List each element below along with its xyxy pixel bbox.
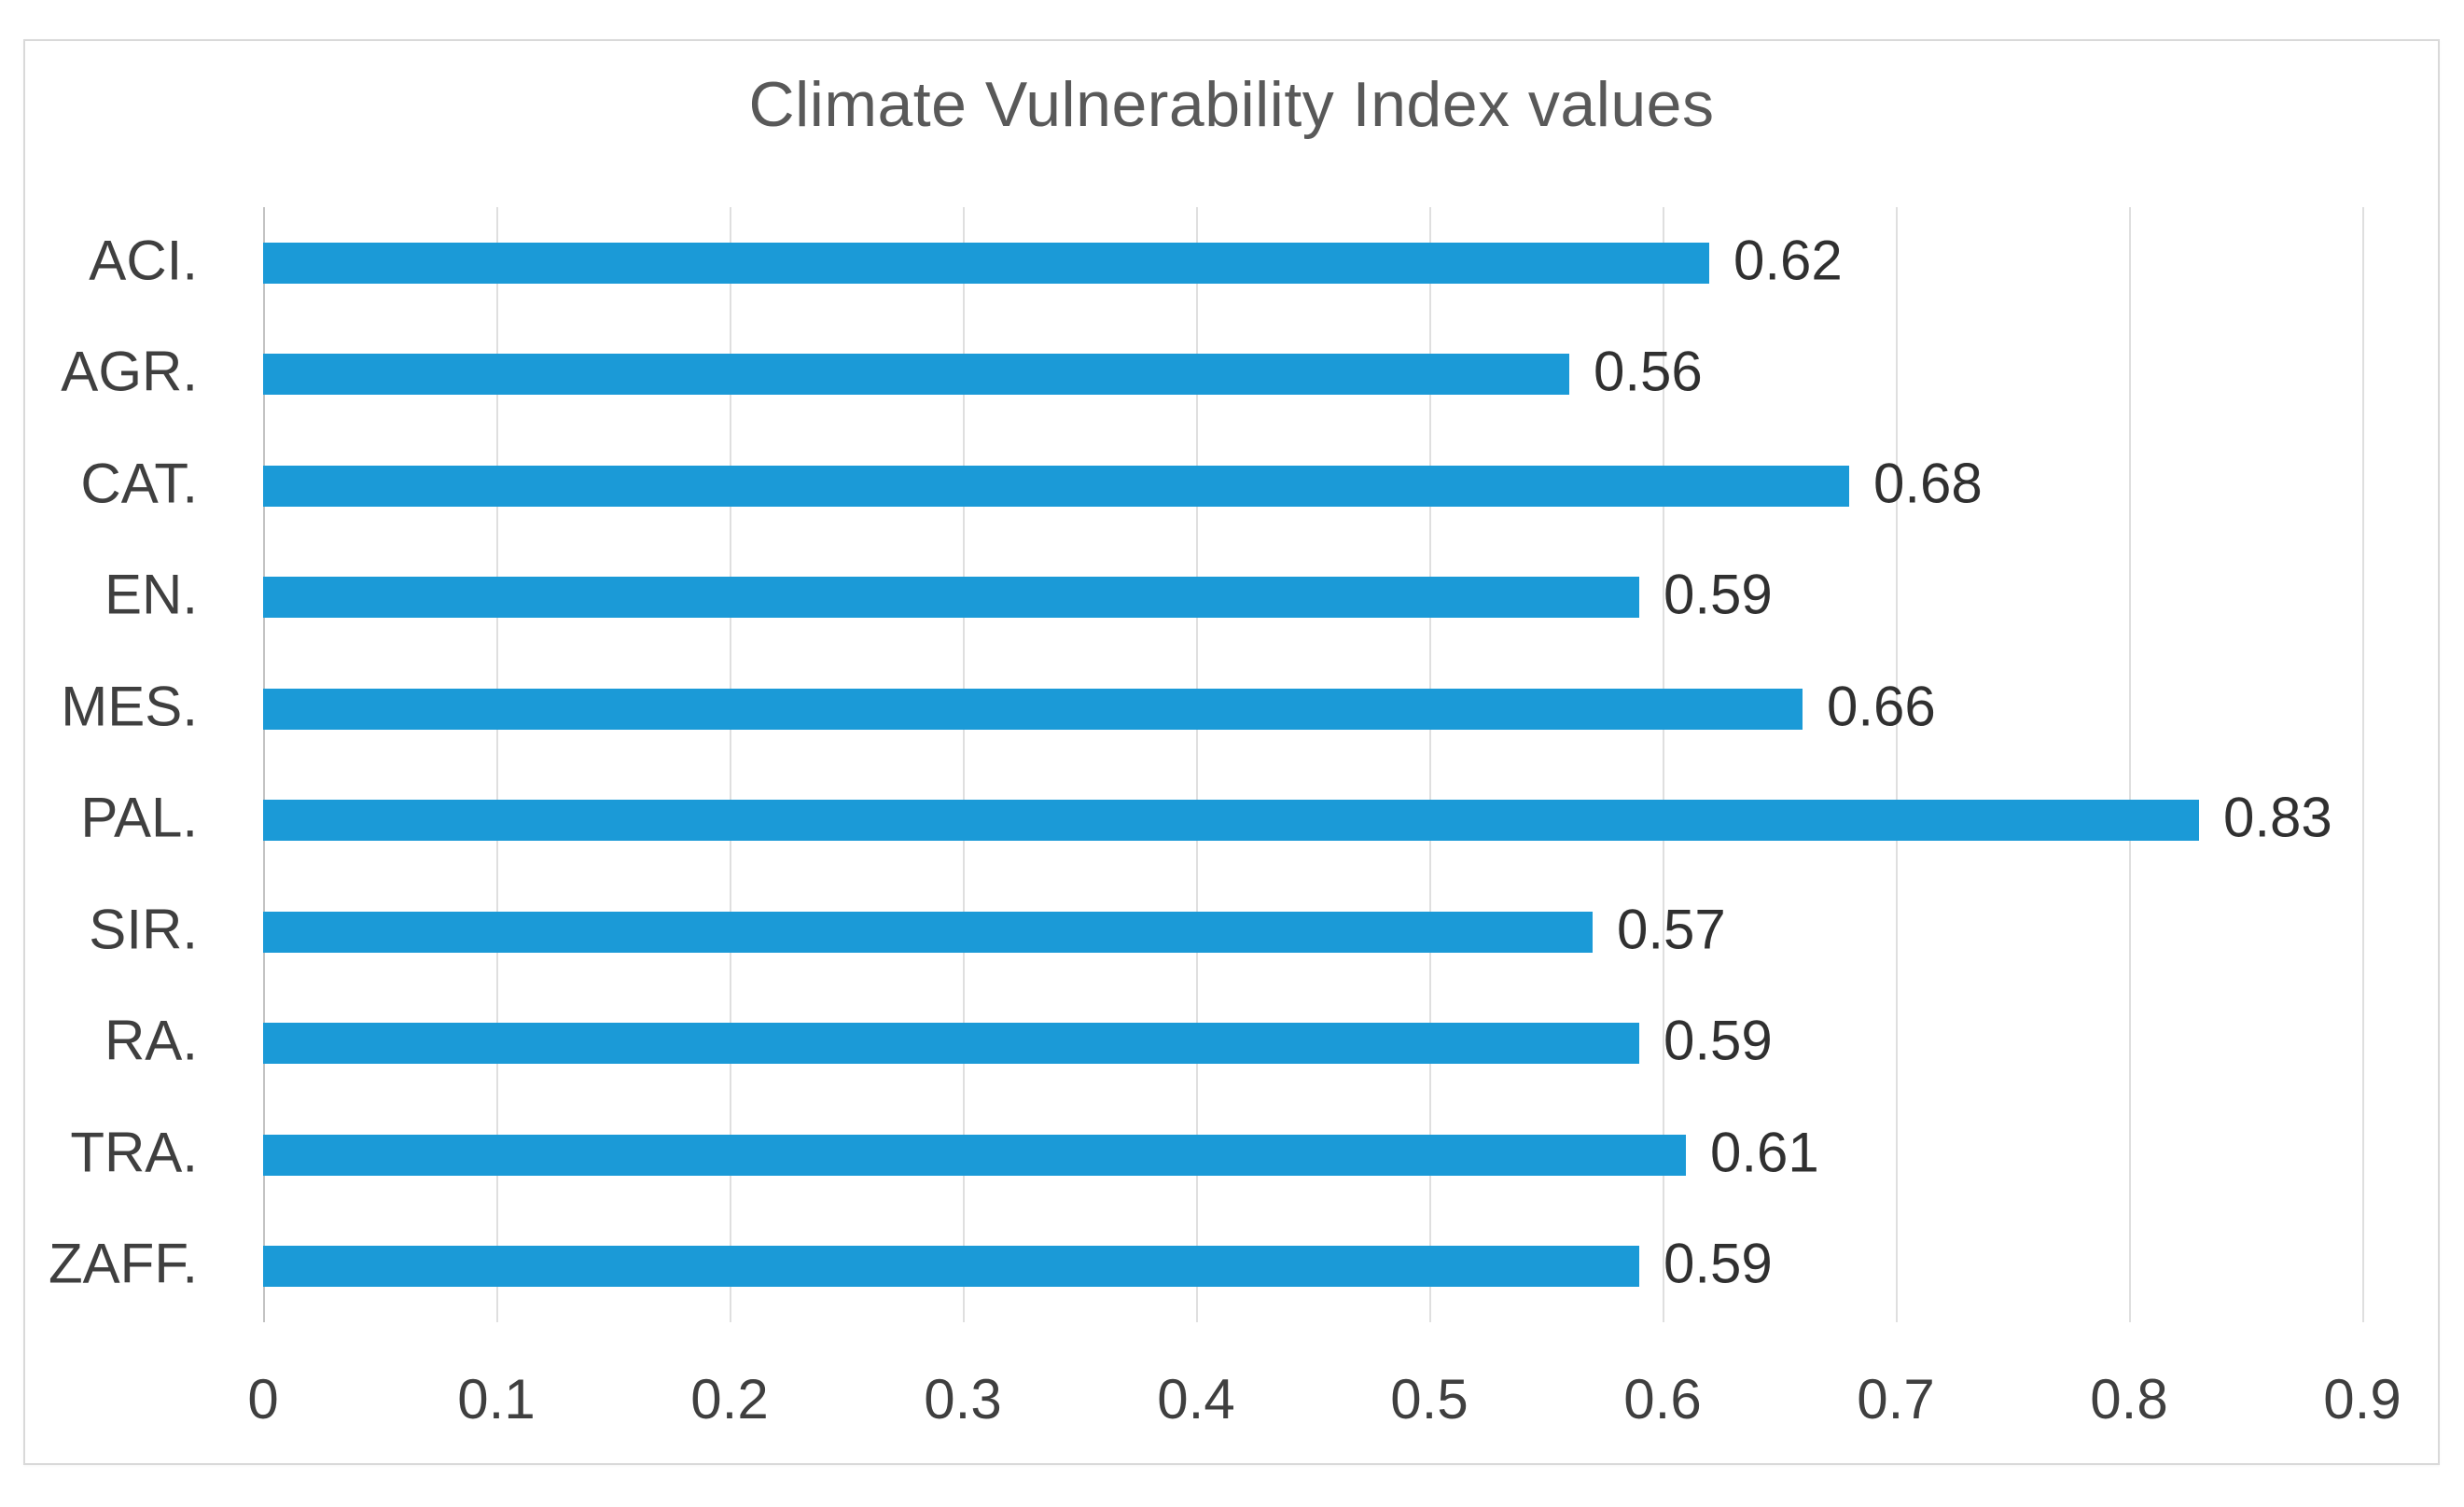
data-label: 0.66 [1827, 675, 1936, 738]
bar-agr [263, 354, 1569, 396]
gridline [2362, 207, 2364, 1322]
bar-tra [263, 1134, 1686, 1176]
bar-pal [263, 800, 2199, 842]
x-tick-label: 0.3 [924, 1368, 1002, 1430]
bar-mes [263, 688, 1803, 730]
x-tick-label: 0.7 [1857, 1368, 1935, 1430]
category-label-cat: CAT. [80, 452, 198, 515]
bar-row: 0.59 [263, 1211, 2362, 1323]
data-label: 0.59 [1664, 1009, 1773, 1072]
bar-row: 0.57 [263, 876, 2362, 988]
gridline [1896, 207, 1898, 1322]
gridline [2129, 207, 2131, 1322]
x-tick-label: 0.4 [1157, 1368, 1235, 1430]
data-label: 0.83 [2223, 786, 2332, 849]
data-label: 0.57 [1617, 898, 1726, 961]
category-axis-line [263, 207, 265, 1322]
x-tick-label: 0.8 [2090, 1368, 2168, 1430]
bar-row: 0.61 [263, 1099, 2362, 1211]
bar-row: 0.59 [263, 542, 2362, 654]
category-label-tra: TRA. [70, 1121, 198, 1184]
x-tick-label: 0.1 [457, 1368, 536, 1430]
x-tick-label: 0.9 [2323, 1368, 2401, 1430]
bar-en [263, 577, 1639, 619]
gridline [496, 207, 498, 1322]
gridline [1196, 207, 1198, 1322]
category-label-mes: MES. [61, 675, 198, 738]
category-label-sir: SIR. [89, 898, 198, 961]
category-label-ra: RA. [104, 1009, 198, 1072]
bar-cat [263, 465, 1849, 507]
gridline [1429, 207, 1431, 1322]
bar-row: 0.83 [263, 765, 2362, 877]
chart-title: Climate Vulnerability Index values [748, 69, 1715, 140]
x-tick-label: 0.2 [690, 1368, 769, 1430]
bar-ra [263, 1023, 1639, 1065]
bar-sir [263, 911, 1593, 953]
x-tick-label: 0 [247, 1368, 279, 1430]
gridline [1663, 207, 1664, 1322]
bar-row: 0.66 [263, 653, 2362, 765]
data-label: 0.68 [1873, 452, 1983, 515]
x-tick-label: 0.5 [1390, 1368, 1469, 1430]
data-label: 0.59 [1664, 563, 1773, 626]
category-label-agr: AGR. [61, 340, 198, 403]
gridline [730, 207, 731, 1322]
gridline [963, 207, 965, 1322]
category-label-zaff: ZAFF. [49, 1232, 198, 1295]
category-label-en: EN. [104, 563, 198, 626]
data-label: 0.59 [1664, 1232, 1773, 1295]
category-label-pal: PAL. [80, 786, 198, 849]
bar-row: 0.62 [263, 207, 2362, 319]
bar-row: 0.59 [263, 988, 2362, 1100]
x-tick-label: 0.6 [1623, 1368, 1702, 1430]
bar-aci [263, 242, 1709, 284]
data-label: 0.61 [1710, 1121, 1819, 1184]
data-label: 0.62 [1733, 229, 1843, 292]
bar-row: 0.56 [263, 319, 2362, 431]
bar-row: 0.68 [263, 430, 2362, 542]
bar-zaff [263, 1246, 1639, 1288]
category-label-aci: ACI. [89, 229, 198, 292]
data-label: 0.56 [1594, 340, 1703, 403]
plot-area: 0.62 0.56 0.68 0.59 0.66 0.83 0.57 0.59 0.61 0.59 [263, 207, 2364, 1323]
